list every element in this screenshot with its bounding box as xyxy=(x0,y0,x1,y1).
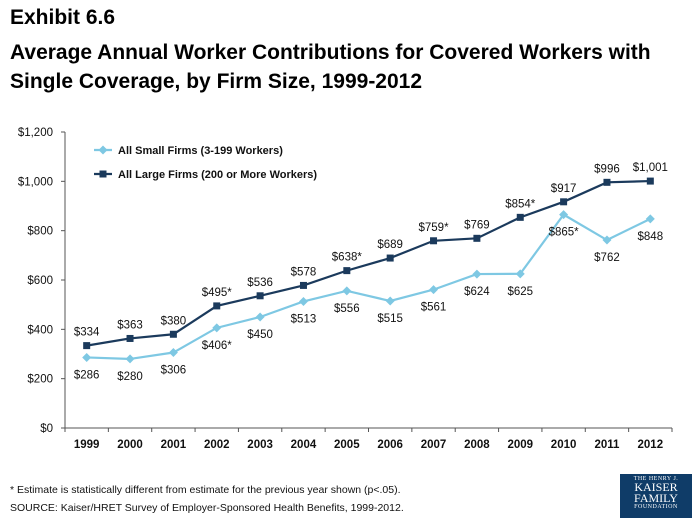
data-point-marker xyxy=(168,348,178,358)
x-tick-label: 2011 xyxy=(594,439,620,451)
data-label: $578 xyxy=(291,266,317,278)
y-tick-label: $800 xyxy=(27,226,53,238)
chart-title: Average Annual Worker Contributions for … xyxy=(10,41,651,93)
series-line-1 xyxy=(86,213,651,361)
y-tick-label: $0 xyxy=(40,423,53,435)
logo-line-4: FOUNDATION xyxy=(634,504,678,510)
data-label: $854* xyxy=(505,198,536,210)
y-tick-label: $600 xyxy=(27,275,53,287)
data-point-marker xyxy=(645,214,655,224)
y-tick-label: $1,200 xyxy=(18,127,53,139)
legend-label: All Large Firms (200 or More Workers) xyxy=(118,169,317,181)
x-tick-label: 2006 xyxy=(377,439,403,451)
data-point-marker xyxy=(560,198,568,206)
data-label: $363 xyxy=(117,319,143,331)
data-label: $515 xyxy=(377,313,403,325)
data-point-marker xyxy=(515,269,525,279)
data-point-marker xyxy=(342,286,352,296)
data-label: $406* xyxy=(202,340,233,352)
data-label: $286 xyxy=(74,369,100,381)
data-label: $561 xyxy=(421,302,447,314)
exhibit-number: Exhibit 6.6 xyxy=(10,6,116,29)
legend-swatch-marker xyxy=(98,145,108,155)
x-tick-label: 1999 xyxy=(74,439,100,451)
data-point-marker xyxy=(212,323,222,333)
data-point-marker xyxy=(343,267,351,275)
x-tick-label: 2012 xyxy=(638,439,664,451)
line-chart: $0 $200 $400 $600 $800 $1,000 $1,200 1999 2000 20… xyxy=(18,127,673,451)
kff-logo: THE HENRY J. KAISER FAMILY FOUNDATION xyxy=(620,474,692,518)
data-label: $513 xyxy=(291,313,317,325)
data-point-marker xyxy=(299,281,307,289)
data-label: $917 xyxy=(551,183,577,195)
data-point-marker xyxy=(256,292,264,300)
data-point-marker xyxy=(298,296,308,306)
data-label: $380 xyxy=(161,315,187,327)
data-label: $536 xyxy=(247,277,273,289)
x-tick-label: 2008 xyxy=(464,439,490,451)
data-label: $625 xyxy=(507,286,533,298)
data-label: $762 xyxy=(594,252,620,264)
data-point-marker xyxy=(602,235,612,245)
data-point-marker xyxy=(385,296,395,306)
data-label: $280 xyxy=(117,371,143,383)
data-point-marker xyxy=(603,178,611,186)
series-line-2 xyxy=(86,179,651,347)
data-label: $450 xyxy=(247,329,273,341)
data-label: $556 xyxy=(334,303,360,315)
y-tick-label: $1,000 xyxy=(18,176,53,188)
x-tick-label: 2002 xyxy=(204,439,230,451)
logo-line-2: KAISER xyxy=(634,480,678,494)
data-point-marker xyxy=(430,237,438,245)
data-point-marker xyxy=(472,269,482,279)
x-tick-label: 2010 xyxy=(551,439,577,451)
x-tick-label: 2005 xyxy=(334,439,360,451)
data-point-marker xyxy=(126,334,134,342)
data-point-marker xyxy=(213,302,221,310)
x-tick-label: 2009 xyxy=(507,439,533,451)
footnote: * Estimate is statistically different fr… xyxy=(10,484,401,496)
data-label: $638* xyxy=(332,252,363,264)
data-label: $865* xyxy=(549,227,580,239)
data-point-marker xyxy=(473,234,481,242)
data-point-marker xyxy=(386,254,394,262)
data-point-marker xyxy=(169,330,177,338)
data-label: $1,001 xyxy=(633,162,668,174)
legend-swatch-marker xyxy=(99,170,107,178)
data-point-marker xyxy=(646,177,654,185)
x-tick-label: 2003 xyxy=(247,439,273,451)
source-note: SOURCE: Kaiser/HRET Survey of Employer-S… xyxy=(10,502,404,514)
x-tick-label: 2007 xyxy=(421,439,447,451)
data-label: $334 xyxy=(74,327,100,339)
y-tick-label: $400 xyxy=(27,324,53,336)
x-tick-label: 2000 xyxy=(117,439,143,451)
data-label: $306 xyxy=(161,365,187,377)
data-label: $689 xyxy=(377,239,403,251)
data-point-marker xyxy=(559,210,569,220)
legend-label: All Small Firms (3-199 Workers) xyxy=(118,145,283,157)
data-point-marker xyxy=(83,342,91,350)
x-tick-label: 2004 xyxy=(291,439,317,451)
data-point-marker xyxy=(429,285,439,295)
logo-line-1: THE HENRY J. xyxy=(633,476,679,482)
data-label: $848 xyxy=(638,231,664,243)
data-label: $769 xyxy=(464,219,490,231)
data-point-marker xyxy=(516,213,524,221)
data-point-marker xyxy=(125,354,135,364)
data-label: $759* xyxy=(419,222,450,234)
data-label: $624 xyxy=(464,286,490,298)
logo-line-3: FAMILY xyxy=(634,491,678,505)
data-point-marker xyxy=(255,312,265,322)
data-point-marker xyxy=(82,352,92,362)
x-tick-label: 2001 xyxy=(161,439,187,451)
data-label: $495* xyxy=(202,287,233,299)
data-label: $996 xyxy=(594,163,620,175)
y-tick-label: $200 xyxy=(27,374,53,386)
